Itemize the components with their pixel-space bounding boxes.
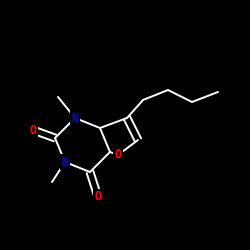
Text: N: N [72,112,78,124]
Text: O: O [30,124,36,136]
Text: O: O [114,148,121,162]
Text: O: O [94,190,102,203]
Text: N: N [62,156,68,168]
